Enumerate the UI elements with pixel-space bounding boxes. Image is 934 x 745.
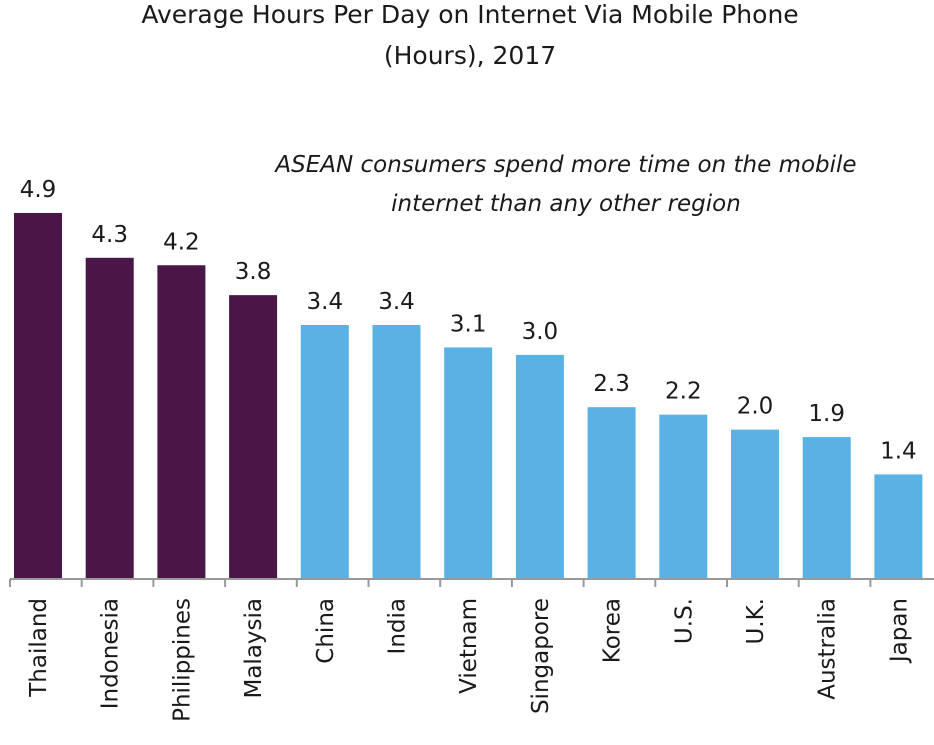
bars-group [14,212,923,579]
value-label: 3.0 [522,319,559,345]
value-label: 3.8 [235,259,272,285]
bar-u-k [731,429,779,579]
bar-korea [587,407,636,579]
category-label: China [313,598,339,664]
chart-annotation-line1: ASEAN consumers spend more time on the m… [273,152,856,178]
category-label: Vietnam [456,598,482,694]
category-label: Thailand [26,598,52,698]
bar-thailand [14,212,62,579]
x-axis [9,578,934,587]
category-label: Australia [815,598,841,700]
bar-malaysia [229,295,278,579]
value-label: 4.3 [91,222,128,248]
category-label: U.S. [671,598,697,644]
value-label: 3.1 [450,311,487,337]
chart-title-line1: Average Hours Per Day on Internet Via Mo… [141,0,798,29]
category-label: Malaysia [241,598,267,699]
value-label: 4.9 [20,177,57,203]
bar-singapore [515,354,564,579]
bar-vietnam [444,347,493,579]
chart-annotation-line2: internet than any other region [391,191,741,217]
bar-philippines [157,265,206,579]
category-label: Singapore [528,598,554,714]
value-label: 2.2 [665,379,702,405]
category-label: Philippines [169,598,195,722]
category-label: Korea [600,598,626,663]
bar-india [372,325,421,579]
value-label: 3.4 [378,289,415,315]
value-label: 3.4 [307,289,344,315]
value-label: 1.4 [880,438,917,464]
category-label: U.K. [743,598,769,645]
value-labels-group: 4.9 4.3 4.2 3.8 3.4 3.4 3.1 3.0 2.3 2.2 2.0 1.9 1.4 [20,177,917,464]
category-label: India [385,598,411,654]
bar-australia [802,437,851,579]
value-label: 4.2 [163,229,200,255]
value-label: 2.3 [593,371,630,397]
chart-title-line2: (Hours), 2017 [384,41,556,70]
category-label: Indonesia [98,598,124,709]
value-label: 2.0 [737,394,774,420]
category-label: Japan [886,598,912,664]
bar-indonesia [85,257,134,579]
category-labels-group: Thailand Indonesia Philippines Malaysia Chin… [26,598,912,722]
bar-china [300,325,349,579]
bar-u-s [659,414,708,579]
bar-japan [874,474,923,579]
value-label: 1.9 [808,401,845,427]
